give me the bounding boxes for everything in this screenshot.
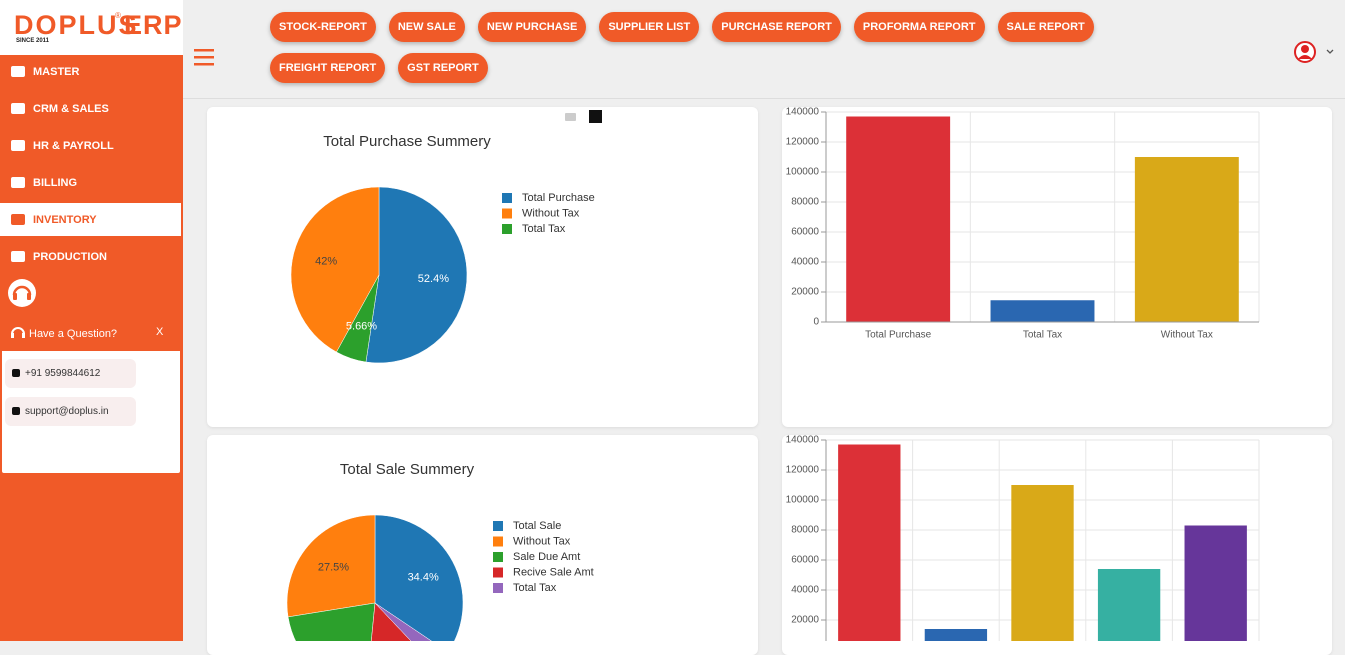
help-close[interactable]: X [156,326,164,338]
card [207,107,758,427]
nav-button[interactable]: SALE REPORT [997,12,1094,42]
help-title: Have a Question? [29,328,118,340]
nav-button[interactable]: PURCHASE REPORT [712,12,841,42]
nav-button[interactable]: PROFORMA REPORT [853,12,985,42]
headset-ear [13,293,17,300]
side-item[interactable]: CRM & SALES [0,92,181,125]
card [207,435,758,655]
logo[interactable]: DOPLUS ® ERP SINCE 2011 [0,0,183,55]
side-item[interactable]: BILLING [0,166,181,199]
side-label: HR & PAYROLL [33,139,114,152]
nav-button[interactable]: GST REPORT [398,53,488,83]
user-body [1298,55,1312,59]
side-item[interactable]: PRODUCTION [0,240,181,273]
support-circle [8,279,36,307]
menu-bar [194,56,214,59]
support-icon[interactable] [0,55,183,641]
side-icon [11,214,25,225]
side-icon [11,251,25,262]
card [782,107,1332,427]
side-item[interactable]: MASTER [0,55,181,88]
logo-name: DOPLUS [14,10,139,40]
logo-suffix: ERP [124,10,183,40]
user-head [1301,45,1309,53]
headset-icon [11,327,25,338]
side-icon [11,140,25,151]
menu-toggle[interactable] [194,48,216,66]
headset-ear [27,293,31,300]
nav-buttons: STOCK-REPORT NEW SALE NEW PURCHASE SUPPLIER… [270,12,1205,83]
caret [1326,49,1334,54]
side-icon [11,66,25,77]
side-label: MASTER [33,65,80,78]
nav-button[interactable]: NEW SALE [388,12,465,42]
side-label: PRODUCTION [33,250,107,263]
nav-button[interactable]: STOCK-REPORT [270,12,376,42]
nav-button[interactable]: FREIGHT REPORT [270,53,386,83]
nav-button[interactable]: NEW PURCHASE [477,12,587,42]
help-header: Have a Question? X [2,315,180,351]
card [782,435,1332,655]
side-label: CRM & SALES [33,102,109,115]
side-label: BILLING [33,176,77,189]
nav-button[interactable]: SUPPLIER LIST [599,12,700,42]
side-icon [11,177,25,188]
email: support@doplus.in [25,406,109,417]
topbar: STOCK-REPORT NEW SALE NEW PURCHASE SUPPLIER… [183,7,1345,99]
menu-bar [194,49,214,52]
logo-since: SINCE 2011 [16,38,50,44]
side-icon [11,103,25,114]
help-box: Have a Question? X +91 9599844612 suppor… [1,314,181,474]
headset [12,285,32,296]
side-label: INVENTORY [33,213,97,226]
email-chip[interactable]: support@doplus.in [5,397,136,426]
side-item[interactable]: HR & PAYROLL [0,129,181,162]
user-menu[interactable] [1294,40,1334,64]
side-item[interactable]: INVENTORY [0,203,181,236]
registered-mark: ® [115,11,121,20]
phone: +91 9599844612 [25,368,101,379]
phone-chip[interactable]: +91 9599844612 [5,359,136,388]
menu-bar [194,63,214,66]
